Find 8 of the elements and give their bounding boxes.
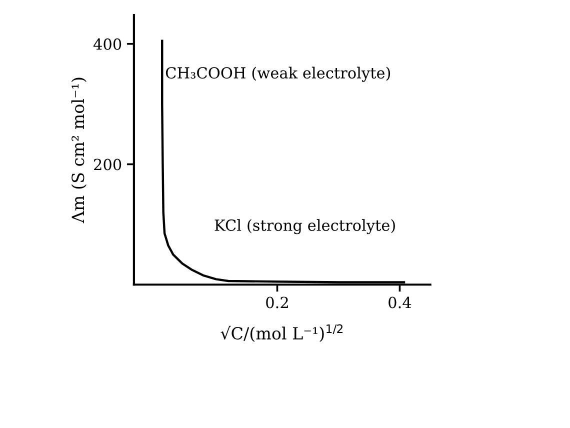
y-tick-label: 200 — [94, 158, 122, 170]
x-tick-label: 0.4 — [388, 296, 412, 308]
annotation: KCl (strong electrolyte) — [214, 219, 395, 234]
y-axis-title: Λm (S cm² mol⁻¹) — [71, 78, 87, 224]
y-tick-label: 400 — [93, 38, 122, 50]
annotation: CH₃COOH (weak electrolyte) — [166, 66, 390, 82]
x-axis-title: √C/(mol L⁻¹)$^{1/2}$ — [220, 324, 342, 342]
x-tick-label: 0.2 — [266, 296, 288, 308]
